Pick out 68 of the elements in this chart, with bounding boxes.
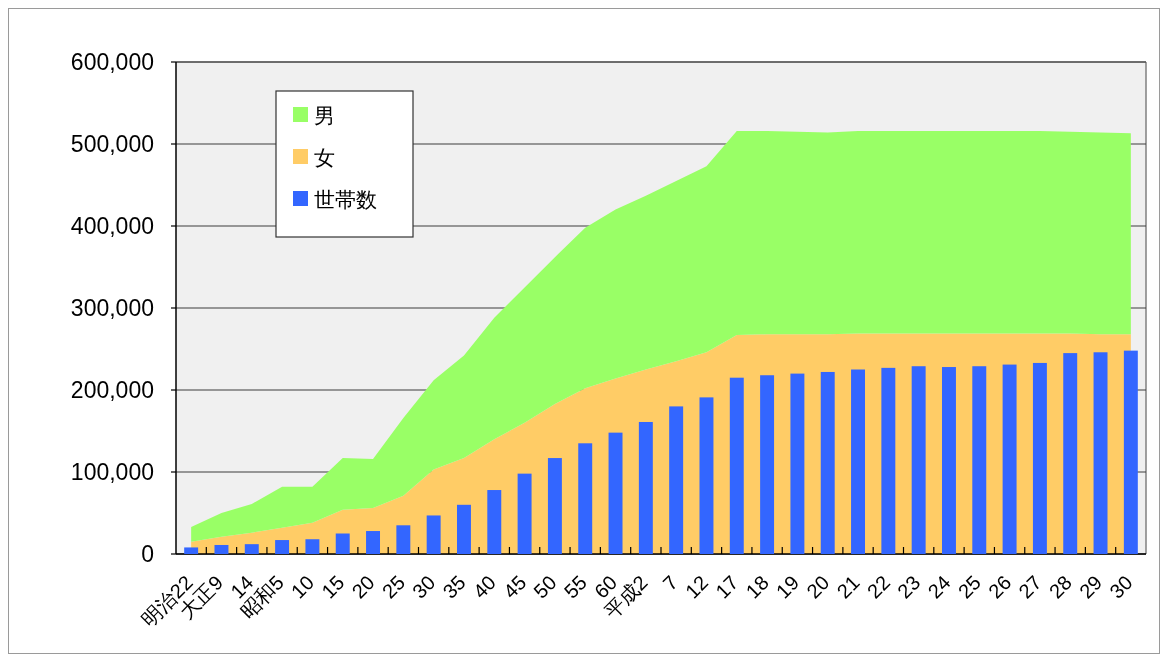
x-tick-label: 55 <box>559 571 591 603</box>
bar <box>426 515 441 554</box>
bar <box>1093 352 1108 554</box>
y-tick-label: 500,000 <box>70 131 154 157</box>
x-tick-label: 20 <box>347 571 379 603</box>
x-tick-label: 21 <box>832 571 864 603</box>
bar <box>911 366 926 554</box>
bar <box>487 490 502 554</box>
bar <box>396 525 411 554</box>
x-tick-label: 23 <box>893 571 925 603</box>
bar <box>972 366 987 554</box>
x-tick-label: 18 <box>741 571 773 603</box>
bar <box>1032 362 1047 554</box>
x-tick-label: 24 <box>923 571 955 603</box>
bar <box>517 473 532 554</box>
bar <box>699 397 714 554</box>
x-tick-label: 28 <box>1044 571 1076 603</box>
x-tick-label: 50 <box>529 571 561 603</box>
bar <box>638 421 653 554</box>
bar <box>608 432 623 554</box>
bar <box>1123 350 1138 554</box>
bar <box>1063 353 1078 554</box>
x-tick-label: 12 <box>680 571 713 603</box>
legend-label: 男 <box>314 103 335 127</box>
bar <box>214 544 229 554</box>
bar <box>760 375 775 554</box>
y-tick-label: 300,000 <box>70 295 154 321</box>
bar <box>729 377 744 554</box>
x-tick-label: 25 <box>377 571 410 603</box>
bar <box>335 533 350 554</box>
bar <box>851 369 865 554</box>
x-tick-label: 30 <box>1105 571 1137 603</box>
bar <box>790 373 805 554</box>
x-tick-label: 26 <box>984 571 1016 603</box>
bar <box>1002 364 1017 554</box>
x-tick-label: 35 <box>438 571 470 603</box>
x-tick-label: 7 <box>658 571 682 595</box>
x-tick-label: 22 <box>862 571 895 603</box>
bar <box>547 458 562 554</box>
bar <box>669 406 684 554</box>
x-tick-label: 10 <box>286 571 319 603</box>
y-tick-label: 200,000 <box>70 377 154 403</box>
y-tick-label: 100,000 <box>70 459 154 485</box>
legend-label: 女 <box>314 145 335 169</box>
bar <box>244 544 259 554</box>
x-tick-label: 45 <box>499 571 531 603</box>
y-tick-label: 400,000 <box>70 213 154 239</box>
y-tick-label: 600,000 <box>70 49 154 75</box>
x-tick-label: 15 <box>317 571 349 603</box>
x-tick-label: 30 <box>408 571 440 603</box>
bar <box>366 531 380 554</box>
x-tick-label: 40 <box>468 571 501 603</box>
bar <box>578 443 593 554</box>
x-tick-label: 27 <box>1014 571 1046 603</box>
x-tick-label: 17 <box>711 571 743 603</box>
x-tick-label: 19 <box>771 571 804 603</box>
legend-label: 世帯数 <box>314 187 377 211</box>
bar <box>942 367 956 554</box>
x-tick-label: 20 <box>802 571 834 603</box>
bar <box>881 367 896 554</box>
bar <box>457 504 471 554</box>
bar <box>305 539 320 554</box>
bar <box>184 547 199 554</box>
bar <box>820 371 835 554</box>
x-tick-label: 25 <box>953 571 986 603</box>
x-tick-label: 29 <box>1075 571 1107 603</box>
y-tick-label: 0 <box>141 541 154 567</box>
bar <box>275 540 290 554</box>
